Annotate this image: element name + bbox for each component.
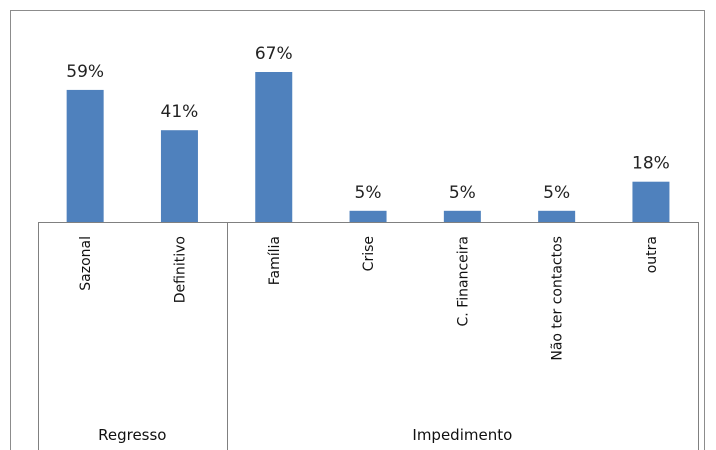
data-label-crise: 5% xyxy=(355,183,382,203)
category-tick-labels: Sazonal Definitivo Família Crise C. Financei… xyxy=(78,236,660,361)
data-label-nao-ter-contactos: 5% xyxy=(543,183,570,203)
bar-outra xyxy=(632,181,670,222)
data-label-c-financeira: 5% xyxy=(449,183,476,203)
bar-sazonal xyxy=(66,89,104,222)
data-label-definitivo: 41% xyxy=(161,102,199,122)
tick-label-c-financeira: C. Financeira xyxy=(455,236,471,326)
group-label-regresso: Regresso xyxy=(98,426,166,444)
tick-label-nao-ter-contactos: Não ter contactos xyxy=(550,236,566,361)
category-group-labels: Regresso Impedimento xyxy=(98,426,512,444)
data-label-familia: 67% xyxy=(255,44,293,64)
bars-layer xyxy=(66,72,670,222)
tick-label-familia: Família xyxy=(267,236,283,285)
group-label-impedimento: Impedimento xyxy=(412,426,512,444)
data-label-sazonal: 59% xyxy=(66,62,104,82)
data-label-outra: 18% xyxy=(632,154,670,174)
bar-familia xyxy=(255,72,293,222)
tick-label-sazonal: Sazonal xyxy=(78,236,94,291)
bar-definitivo xyxy=(160,130,198,222)
tick-label-definitivo: Definitivo xyxy=(172,236,188,303)
tick-label-crise: Crise xyxy=(361,236,377,271)
category-axis xyxy=(38,222,699,450)
bar-c-financeira xyxy=(443,210,481,222)
chart-frame xyxy=(10,10,705,450)
data-labels-layer: 59% 41% 67% 5% 5% 5% 18% xyxy=(66,44,670,203)
tick-label-outra: outra xyxy=(644,236,660,273)
bar-crise xyxy=(349,210,387,222)
bar-nao-ter-contactos xyxy=(538,210,576,222)
